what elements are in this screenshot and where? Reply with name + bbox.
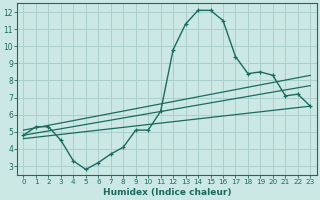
X-axis label: Humidex (Indice chaleur): Humidex (Indice chaleur) — [103, 188, 231, 197]
